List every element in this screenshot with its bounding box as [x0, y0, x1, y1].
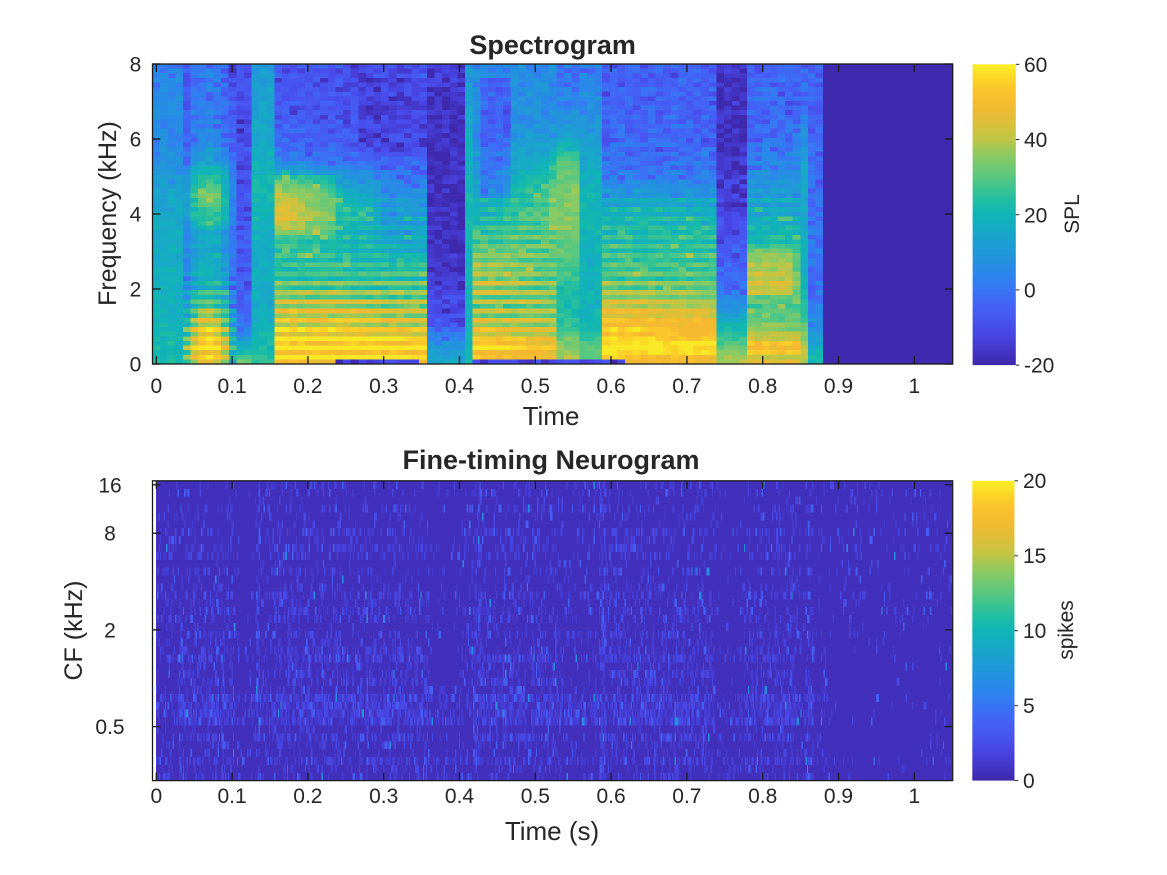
- svg-text:6: 6: [130, 129, 142, 152]
- svg-text:0.3: 0.3: [369, 785, 398, 808]
- svg-text:Time (s): Time (s): [505, 816, 599, 846]
- svg-text:0.2: 0.2: [293, 785, 322, 808]
- svg-text:1: 1: [908, 785, 920, 808]
- svg-text:4: 4: [130, 204, 142, 227]
- svg-text:60: 60: [1024, 54, 1047, 77]
- svg-text:spikes: spikes: [1055, 600, 1078, 660]
- svg-text:0.6: 0.6: [596, 375, 625, 398]
- svg-text:0.9: 0.9: [824, 375, 853, 398]
- svg-text:40: 40: [1024, 129, 1047, 152]
- svg-text:Fine-timing Neurogram: Fine-timing Neurogram: [402, 445, 699, 475]
- svg-text:8: 8: [104, 523, 116, 546]
- svg-text:16: 16: [98, 474, 121, 497]
- svg-text:0.7: 0.7: [672, 375, 701, 398]
- svg-text:2: 2: [130, 279, 142, 302]
- svg-text:SPL: SPL: [1061, 194, 1084, 234]
- svg-text:0.6: 0.6: [596, 785, 625, 808]
- svg-text:CF (kHz): CF (kHz): [60, 581, 88, 681]
- svg-text:Time: Time: [523, 401, 580, 431]
- svg-text:0.4: 0.4: [445, 375, 475, 398]
- svg-text:Frequency (kHz): Frequency (kHz): [94, 121, 122, 306]
- svg-text:10: 10: [1023, 620, 1046, 643]
- svg-text:0: 0: [130, 354, 142, 377]
- svg-text:0.5: 0.5: [521, 785, 550, 808]
- svg-text:0: 0: [1024, 279, 1036, 302]
- svg-text:20: 20: [1024, 204, 1047, 227]
- svg-text:0.7: 0.7: [672, 785, 701, 808]
- svg-text:8: 8: [130, 54, 142, 77]
- svg-text:0.1: 0.1: [217, 785, 246, 808]
- svg-text:0.8: 0.8: [748, 785, 777, 808]
- svg-text:0.3: 0.3: [369, 375, 398, 398]
- svg-text:0.5: 0.5: [95, 716, 124, 739]
- svg-text:5: 5: [1023, 695, 1035, 718]
- svg-text:Spectrogram: Spectrogram: [469, 30, 636, 60]
- svg-text:1: 1: [908, 375, 920, 398]
- svg-text:0: 0: [1023, 770, 1035, 793]
- svg-text:-20: -20: [1024, 355, 1054, 378]
- svg-text:15: 15: [1023, 545, 1046, 568]
- svg-text:0.4: 0.4: [445, 785, 475, 808]
- svg-text:0: 0: [150, 785, 162, 808]
- svg-text:0.9: 0.9: [824, 785, 853, 808]
- svg-text:0: 0: [150, 375, 162, 398]
- svg-text:0.1: 0.1: [217, 375, 246, 398]
- svg-text:0.8: 0.8: [748, 375, 777, 398]
- svg-text:20: 20: [1023, 470, 1046, 493]
- svg-text:0.2: 0.2: [293, 375, 322, 398]
- svg-text:0.5: 0.5: [521, 375, 550, 398]
- svg-text:2: 2: [104, 619, 116, 642]
